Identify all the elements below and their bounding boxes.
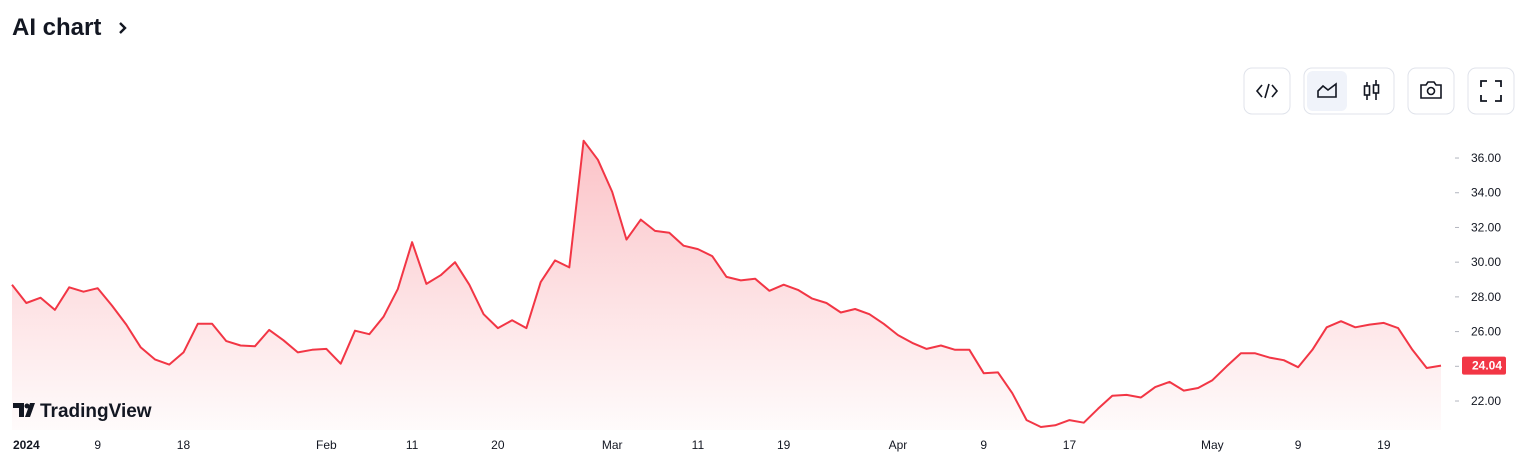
x-tick-label: 11	[406, 438, 419, 452]
logo-text: TradingView	[40, 401, 152, 422]
price-line	[11, 139, 1442, 428]
x-tick-label: May	[1201, 438, 1224, 452]
x-tick-label: 9	[94, 438, 101, 452]
last-price-label: 24.04	[1472, 359, 1502, 373]
candle-style-button[interactable]	[1363, 80, 1380, 100]
y-tick-label: 26.00	[1471, 325, 1501, 339]
x-tick-label: 9	[980, 438, 987, 452]
candle-body	[1372, 84, 1380, 94]
chevron	[119, 22, 127, 34]
snapshot-button[interactable]	[1407, 67, 1455, 115]
camera-icon	[1420, 81, 1442, 99]
camera-lens	[1426, 86, 1436, 96]
x-tick-label: 2024	[13, 438, 40, 452]
logo-mark	[13, 403, 35, 417]
area-fill	[12, 140, 1441, 430]
x-tick-label: Feb	[316, 438, 337, 452]
embed-button[interactable]	[1243, 67, 1291, 115]
y-tick-label: 22.00	[1471, 394, 1501, 408]
x-tick-label: 9	[1295, 438, 1302, 452]
x-tick-label: Apr	[889, 438, 908, 452]
title: AI chart	[12, 14, 101, 41]
y-tick-label: 28.00	[1471, 290, 1501, 304]
tradingview-logo[interactable]: TradingView	[13, 401, 152, 422]
area-style-button[interactable]	[1307, 71, 1347, 111]
y-tick-label: 32.00	[1471, 220, 1501, 234]
x-tick-label: 19	[777, 438, 791, 452]
plot: 22.0024.0026.0028.0030.0032.0034.0036.00…	[11, 139, 1506, 452]
logo-dot	[24, 403, 30, 409]
code-icon	[1255, 83, 1279, 99]
y-tick-label: 36.00	[1471, 151, 1501, 165]
x-tick-label: 18	[177, 438, 191, 452]
x-tick-label: 19	[1377, 438, 1391, 452]
last-price-tag	[1462, 356, 1506, 375]
x-tick-label: 20	[491, 438, 505, 452]
x-tick-label: 17	[1063, 438, 1077, 452]
button-frame	[1407, 67, 1455, 115]
button-frame	[1467, 67, 1515, 115]
title-link[interactable]: AI chart	[12, 14, 127, 41]
candle-body	[1363, 85, 1371, 96]
area-icon	[1317, 82, 1337, 98]
fullscreen-icon	[1480, 80, 1502, 102]
button-active-bg	[1307, 71, 1347, 111]
y-tick-label: 34.00	[1471, 186, 1501, 200]
x-tick-label: 11	[692, 438, 705, 452]
y-tick-label: 30.00	[1471, 255, 1501, 269]
fullscreen-button[interactable]	[1467, 67, 1515, 115]
x-tick-label: Mar	[602, 438, 623, 452]
